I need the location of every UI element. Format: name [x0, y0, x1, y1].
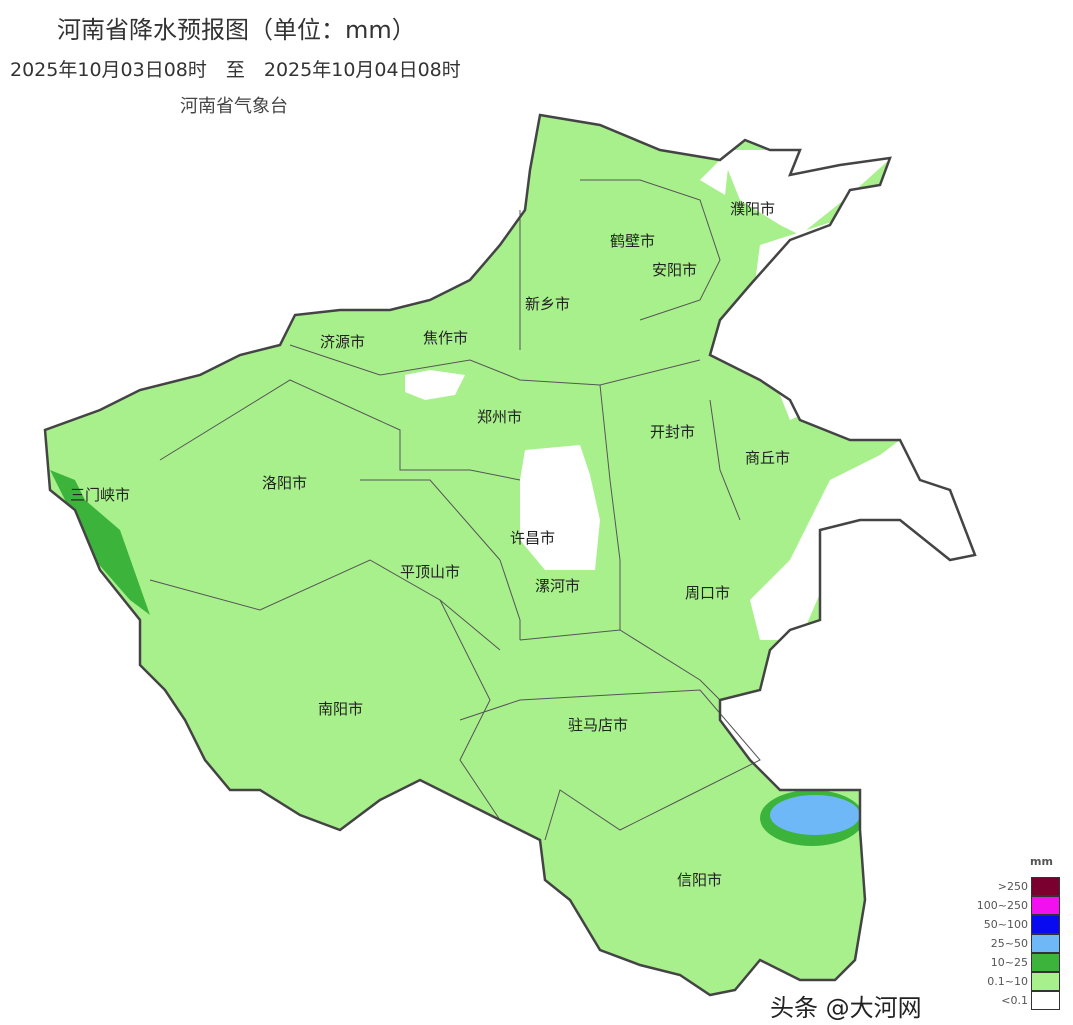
legend-label: 0.1~10: [987, 975, 1028, 988]
city-label-xinyang: 信阳市: [677, 871, 723, 889]
city-label-xuchang: 许昌市: [510, 529, 556, 547]
city-label-zhengzhou: 郑州市: [477, 408, 523, 426]
legend-label: 25~50: [990, 937, 1028, 950]
legend-swatch: [1031, 896, 1060, 915]
legend-item: 10~25: [975, 953, 1060, 972]
issuer: 河南省气象台: [180, 96, 288, 117]
no-rain-area-puyang: [700, 150, 730, 195]
legend-swatch: [1031, 991, 1060, 1010]
legend-label: 10~25: [990, 956, 1028, 969]
city-label-zhoukou: 周口市: [685, 584, 731, 602]
city-borders: [149, 179, 761, 841]
city-label-jiyuan: 济源市: [320, 333, 366, 351]
rain-area-25-50-xinyang: [770, 795, 860, 835]
legend-item: 100~250: [975, 896, 1060, 915]
city-label-jiaozuo: 焦作市: [423, 329, 469, 347]
legend-swatch: [1031, 877, 1060, 896]
legend-swatch: [1031, 915, 1060, 934]
city-label-kaifeng: 开封市: [650, 423, 696, 441]
legend-item: >250: [975, 877, 1060, 896]
legend-label: 50~100: [983, 918, 1028, 931]
city-label-xinxiang: 新乡市: [525, 295, 571, 313]
legend-item: 0.1~10: [975, 972, 1060, 991]
legend-item: 50~100: [975, 915, 1060, 934]
legend-swatch: [1031, 934, 1060, 953]
city-label-anyang: 安阳市: [652, 261, 698, 279]
city-label-hebi: 鹤壁市: [610, 232, 656, 250]
map-title: 河南省降水预报图（单位：mm）: [57, 16, 416, 44]
legend-unit: mm: [1030, 855, 1053, 868]
legend-swatch: [1031, 972, 1060, 991]
rain-area-10-25-west: [50, 470, 150, 615]
city-label-nanyang: 南阳市: [318, 700, 364, 718]
city-label-pingdingshan: 平顶山市: [400, 563, 461, 581]
city-label-sanmenxia: 三门峡市: [70, 486, 131, 504]
legend-item: <0.1: [975, 991, 1060, 1010]
city-label-puyang: 濮阳市: [730, 200, 776, 218]
no-rain-area-north: [720, 150, 900, 235]
legend-label: 100~250: [976, 899, 1028, 912]
legend-label: <0.1: [1001, 994, 1028, 1007]
legend-item: 25~50: [975, 934, 1060, 953]
rain-area-10-25-small: [175, 730, 190, 745]
no-rain-area-xuchang: [520, 445, 600, 570]
province-boundary: [43, 113, 977, 997]
no-rain-area-jiaozuo: [405, 370, 465, 400]
city-label-zhumadian: 驻马店市: [568, 716, 629, 734]
legend-swatch: [1031, 953, 1060, 972]
city-label-luoyang: 洛阳市: [262, 474, 308, 492]
city-label-shangqiu: 商丘市: [745, 449, 791, 467]
city-label-luohe: 漯河市: [535, 577, 581, 595]
legend-label: >250: [997, 880, 1028, 893]
forecast-period: 2025年10月03日08时 至 2025年10月04日08时: [10, 59, 461, 81]
watermark: 头条 @大河网: [770, 994, 922, 1022]
